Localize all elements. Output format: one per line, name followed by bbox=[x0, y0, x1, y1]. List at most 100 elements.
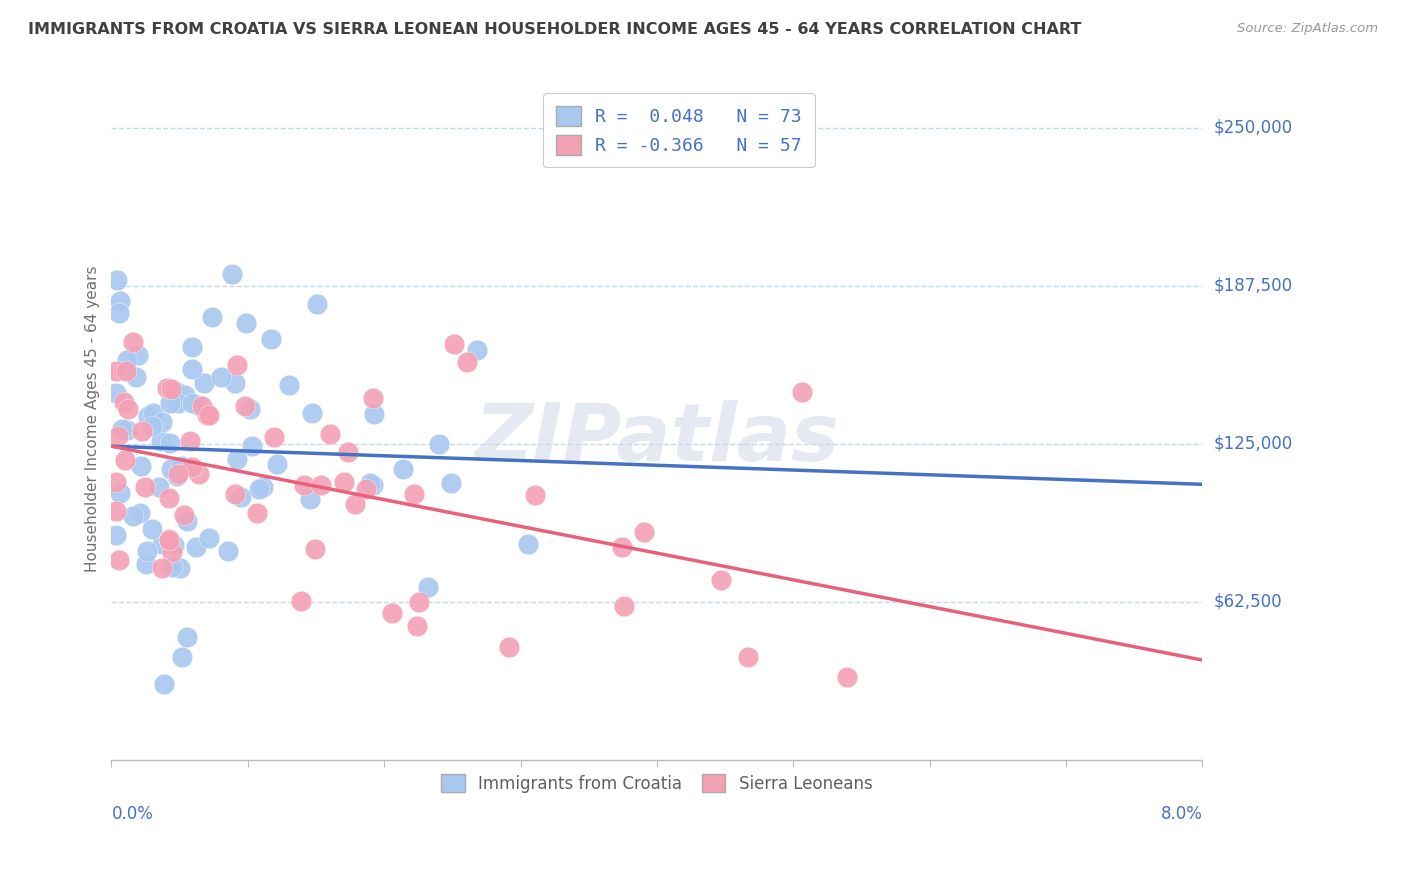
Point bbox=[104, 364, 127, 378]
Point bbox=[224, 376, 246, 391]
Point bbox=[141, 418, 163, 433]
Text: 8.0%: 8.0% bbox=[1160, 805, 1202, 823]
Point bbox=[181, 340, 204, 354]
Point bbox=[163, 539, 186, 553]
Text: $125,000: $125,000 bbox=[1213, 434, 1292, 453]
Text: ZIPatlas: ZIPatlas bbox=[474, 400, 839, 478]
Point bbox=[157, 532, 180, 546]
Point bbox=[427, 437, 450, 451]
Point bbox=[613, 599, 636, 614]
Point bbox=[298, 491, 321, 506]
Point bbox=[363, 391, 385, 405]
Point bbox=[195, 408, 218, 422]
Point bbox=[148, 480, 170, 494]
Point bbox=[150, 537, 173, 551]
Point bbox=[301, 406, 323, 420]
Point bbox=[292, 478, 315, 492]
Point bbox=[266, 457, 288, 471]
Point bbox=[115, 423, 138, 437]
Text: $62,500: $62,500 bbox=[1213, 593, 1282, 611]
Point bbox=[141, 406, 163, 420]
Point bbox=[709, 573, 731, 587]
Point bbox=[112, 394, 135, 409]
Point bbox=[134, 480, 156, 494]
Point bbox=[381, 607, 404, 621]
Point bbox=[363, 408, 385, 422]
Point bbox=[193, 376, 215, 390]
Point bbox=[337, 445, 360, 459]
Point bbox=[181, 361, 204, 376]
Point bbox=[152, 677, 174, 691]
Point bbox=[180, 459, 202, 474]
Point bbox=[361, 478, 384, 492]
Point bbox=[108, 486, 131, 500]
Point bbox=[107, 429, 129, 443]
Point bbox=[159, 491, 181, 505]
Point bbox=[179, 434, 201, 449]
Text: Source: ZipAtlas.com: Source: ZipAtlas.com bbox=[1237, 22, 1378, 36]
Point bbox=[343, 497, 366, 511]
Point bbox=[150, 415, 173, 429]
Point bbox=[131, 424, 153, 438]
Point bbox=[108, 293, 131, 308]
Point bbox=[224, 487, 246, 501]
Point bbox=[247, 482, 270, 496]
Point bbox=[114, 452, 136, 467]
Point bbox=[260, 333, 283, 347]
Point bbox=[319, 426, 342, 441]
Point bbox=[307, 297, 329, 311]
Point bbox=[104, 504, 127, 518]
Text: $250,000: $250,000 bbox=[1213, 119, 1292, 137]
Point bbox=[311, 477, 333, 491]
Point bbox=[107, 553, 129, 567]
Point bbox=[169, 561, 191, 575]
Point bbox=[465, 343, 488, 358]
Point bbox=[108, 306, 131, 320]
Point bbox=[115, 353, 138, 368]
Point bbox=[104, 385, 127, 400]
Point bbox=[191, 399, 214, 413]
Point bbox=[121, 335, 143, 350]
Point bbox=[160, 462, 183, 476]
Point bbox=[156, 381, 179, 395]
Point bbox=[290, 593, 312, 607]
Point bbox=[160, 559, 183, 574]
Point bbox=[516, 537, 538, 551]
Point bbox=[160, 383, 183, 397]
Text: $187,500: $187,500 bbox=[1213, 277, 1292, 295]
Point bbox=[354, 482, 377, 496]
Point bbox=[170, 458, 193, 473]
Point bbox=[176, 630, 198, 644]
Point bbox=[166, 385, 188, 400]
Point bbox=[166, 467, 188, 481]
Point bbox=[111, 422, 134, 436]
Point bbox=[198, 531, 221, 545]
Point bbox=[174, 388, 197, 402]
Point bbox=[790, 384, 813, 399]
Point bbox=[278, 378, 301, 392]
Point bbox=[172, 649, 194, 664]
Point bbox=[150, 561, 173, 575]
Text: IMMIGRANTS FROM CROATIA VS SIERRA LEONEAN HOUSEHOLDER INCOME AGES 45 - 64 YEARS : IMMIGRANTS FROM CROATIA VS SIERRA LEONEA… bbox=[28, 22, 1081, 37]
Point bbox=[159, 396, 181, 410]
Point bbox=[167, 396, 190, 410]
Legend: Immigrants from Croatia, Sierra Leoneans: Immigrants from Croatia, Sierra Leoneans bbox=[432, 764, 883, 803]
Point bbox=[416, 580, 439, 594]
Point bbox=[304, 541, 326, 556]
Point bbox=[129, 458, 152, 473]
Point bbox=[150, 434, 173, 448]
Point bbox=[181, 395, 204, 409]
Point bbox=[837, 670, 859, 684]
Point bbox=[333, 475, 356, 489]
Point bbox=[104, 528, 127, 542]
Point bbox=[231, 490, 253, 504]
Point bbox=[392, 461, 415, 475]
Point bbox=[225, 358, 247, 372]
Point bbox=[176, 514, 198, 528]
Point bbox=[246, 506, 269, 520]
Point bbox=[125, 370, 148, 384]
Point bbox=[166, 469, 188, 483]
Point bbox=[187, 398, 209, 412]
Point bbox=[252, 480, 274, 494]
Point bbox=[240, 439, 263, 453]
